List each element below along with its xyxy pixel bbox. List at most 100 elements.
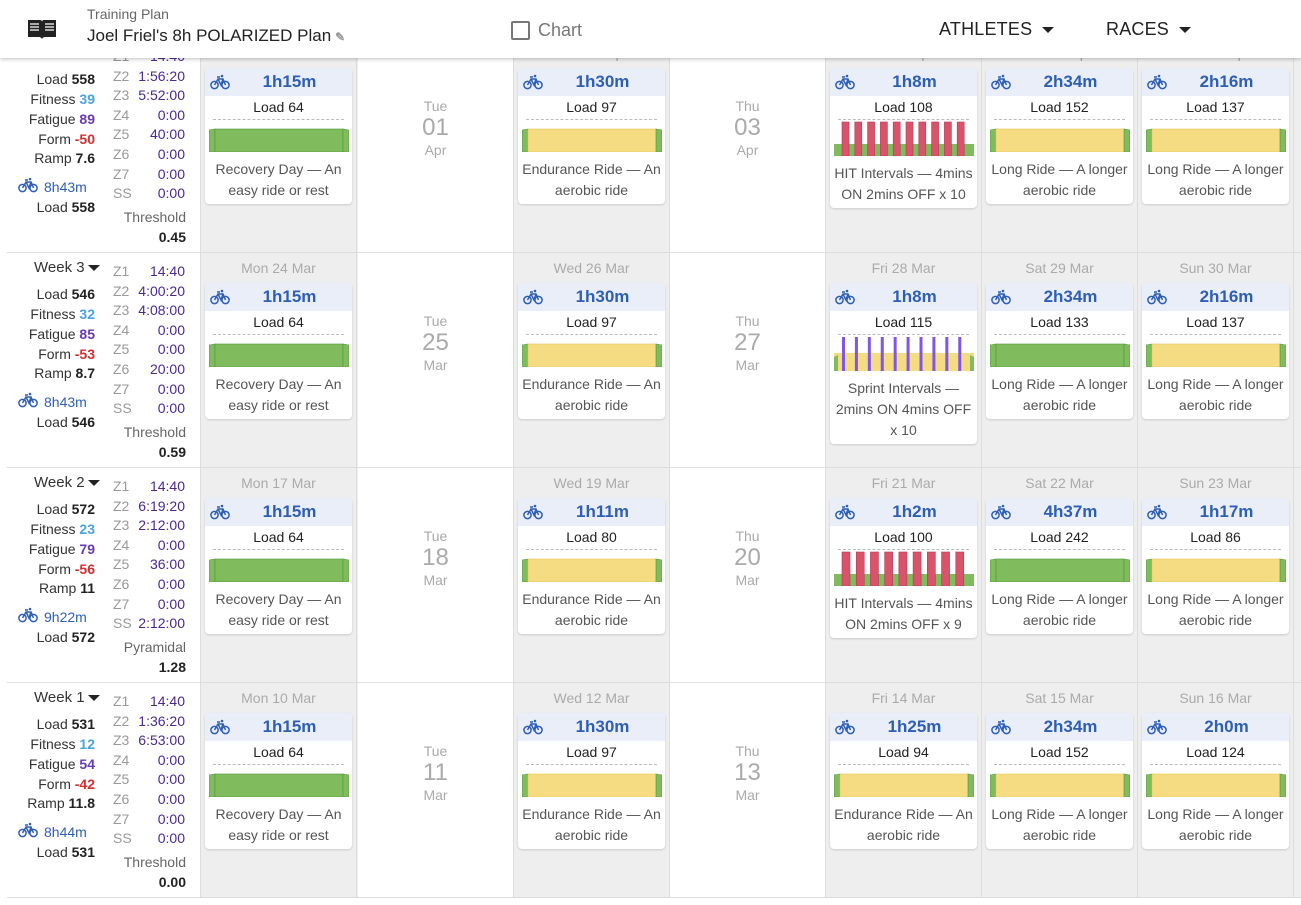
workout-load: Load 97 — [566, 744, 617, 760]
workout-card[interactable]: 1h11m Load 80 Endurance Ride — An aerobic… — [518, 498, 665, 634]
zone-time: 14:40 — [149, 263, 185, 279]
chart-checkbox[interactable] — [511, 21, 530, 40]
workout-duration: 1h2m — [892, 502, 937, 521]
day-cell[interactable]: Thu 13 Mar — [670, 683, 826, 897]
workout-duration: 2h34m — [1043, 287, 1098, 306]
workout-card[interactable]: 1h25m Load 94 Endurance Ride — An aerobic… — [830, 713, 977, 849]
day-cell[interactable]: Mon 10 Mar 1h15m Load 64 Recovery Day — An… — [201, 683, 357, 897]
day-cell[interactable]: Thu 20 Mar — [670, 468, 826, 682]
pencil-icon[interactable]: ✎ — [335, 30, 346, 44]
workout-description: Endurance Ride — An aerobic ride — [522, 806, 661, 843]
workout-description: Endurance Ride — An aerobic ride — [522, 376, 661, 413]
workout-card[interactable]: 1h30m Load 97 Endurance Ride — An aerobic… — [518, 713, 665, 849]
workout-load: Load 115 — [874, 314, 933, 330]
workout-profile — [989, 771, 1131, 798]
day-of-week: Tue — [423, 528, 448, 544]
stat-load-value: 546 — [71, 286, 95, 302]
chart-toggle[interactable]: Chart — [511, 20, 582, 41]
workout-header: 1h30m — [518, 713, 665, 741]
top-bar: Training Plan Joel Friel's 8h POLARIZED … — [0, 0, 1301, 58]
zone-row: Z7 0:00 — [113, 596, 185, 612]
workout-description: Long Ride — A longer aerobic ride — [991, 376, 1128, 413]
bike-total: 8h43m — [18, 177, 87, 196]
races-menu-button[interactable]: RACES — [1106, 19, 1192, 40]
day-cell[interactable]: Sat 05 Apr2h34mLoad 152 Long Ride — A lo… — [982, 38, 1138, 252]
workout-load: Load 64 — [253, 744, 304, 760]
athletes-menu-button[interactable]: ATHLETES — [939, 19, 1055, 40]
day-date: Sun 16 Mar — [1179, 690, 1252, 706]
workout-card[interactable]: 2h34m Load 133 Long Ride — A longer aerob… — [986, 283, 1133, 419]
day-cell[interactable]: Tue 01 Apr — [358, 38, 514, 252]
zone-key: Z5 — [113, 771, 130, 788]
bike-icon — [18, 607, 38, 626]
workout-profile — [208, 341, 350, 368]
day-cell[interactable]: Tue 18 Mar — [358, 468, 514, 682]
workout-card[interactable]: 1h17m Load 86 Long Ride — A longer aerobi… — [1142, 498, 1289, 634]
workout-card[interactable]: 2h34m Load 152 Long Ride — A longer aerob… — [986, 713, 1133, 849]
day-cell[interactable]: Sun 06 Apr2h16mLoad 137 Long Ride — A lo… — [1138, 38, 1294, 252]
workout-card[interactable]: 1h15m Load 64 Recovery Day — An easy ride… — [205, 68, 352, 204]
day-cell[interactable]: Sat 29 Mar 2h34m Load 133 Long Ride — A lo… — [982, 253, 1138, 467]
workout-profile — [989, 556, 1131, 583]
workout-card[interactable]: 1h15m Load 64 Recovery Day — An easy ride… — [205, 283, 352, 419]
week-summary: Week 3 Load 546 Fitness 32 Fatigue 85 Form -… — [7, 253, 201, 467]
day-cell[interactable]: Thu 27 Mar — [670, 253, 826, 467]
workout-card[interactable]: 1h30m Load 97 Endurance Ride — An aerobic… — [518, 283, 665, 419]
workout-card[interactable]: 4h37m Load 242 Long Ride — A longer aerob… — [986, 498, 1133, 634]
workout-card[interactable]: 1h8m Load 115 Sprint Intervals — 2mins ON … — [830, 283, 977, 444]
day-cell[interactable]: Wed 12 Mar 1h30m Load 97 Endurance Ride — … — [514, 683, 670, 897]
stat-form: Form -50 — [38, 131, 95, 147]
day-cell[interactable]: Mon 24 Mar 1h15m Load 64 Recovery Day — An… — [201, 253, 357, 467]
plan-title[interactable]: Joel Friel's 8h POLARIZED Plan ✎ — [87, 26, 347, 46]
workout-card[interactable]: 2h34m Load 152 Long Ride — A longer aerob… — [986, 68, 1133, 204]
week-menu[interactable]: Week 3 — [34, 259, 100, 276]
day-month: Apr — [736, 142, 759, 158]
day-cell[interactable]: Wed 26 Mar 1h30m Load 97 Endurance Ride — … — [514, 253, 670, 467]
athletes-label: ATHLETES — [939, 19, 1033, 39]
workout-card[interactable]: 1h8m Load 108 HIT Intervals — 4mins ON 2mi… — [830, 68, 977, 208]
zone-key: Z4 — [113, 106, 130, 123]
zone-key: Z1 — [113, 693, 130, 709]
day-cell[interactable]: Sat 22 Mar 4h37m Load 242 Long Ride — A lo… — [982, 468, 1138, 682]
day-cell[interactable]: Fri 21 Mar 1h2m Load 100 HIT Intervals — 4m… — [826, 468, 982, 682]
stat-ramp-value: 8.7 — [75, 365, 95, 381]
zone-row: Z4 0:00 — [113, 752, 185, 768]
zone-key: SS — [113, 615, 132, 632]
day-cell[interactable]: Fri 28 Mar 1h8m Load 115 Sprint Intervals —… — [826, 253, 982, 467]
workout-card[interactable]: 2h0m Load 124 Long Ride — A longer aerobi… — [1142, 713, 1289, 849]
workout-card[interactable]: 1h15m Load 64 Recovery Day — An easy ride… — [205, 498, 352, 634]
day-cell[interactable]: Thu 03 Apr — [670, 38, 826, 252]
day-cell[interactable]: Tue 25 Mar — [358, 253, 514, 467]
book-icon[interactable] — [26, 17, 58, 41]
bike-icon — [18, 177, 38, 196]
workout-profile — [1145, 126, 1287, 153]
empty-day-date: Tue 25 Mar — [358, 313, 513, 373]
bike-icon — [991, 719, 1011, 735]
zone-key: Z5 — [113, 556, 130, 573]
day-cell[interactable]: Mon 17 Mar 1h15m Load 64 Recovery Day — An… — [201, 468, 357, 682]
bike-load-value: 546 — [71, 414, 95, 430]
workout-card[interactable]: 2h16m Load 137 Long Ride — A longer aerob… — [1142, 68, 1289, 204]
distribution-type: Threshold — [123, 854, 186, 870]
day-cell[interactable]: Wed 19 Mar 1h11m Load 80 Endurance Ride — … — [514, 468, 670, 682]
week-menu[interactable]: Week 1 — [34, 689, 100, 706]
day-cell[interactable]: Tue 11 Mar — [358, 683, 514, 897]
stat-fitness: Fitness 23 — [30, 521, 95, 537]
workout-description: Long Ride — A longer aerobic ride — [1147, 161, 1284, 198]
distribution-value: 0.00 — [158, 874, 186, 890]
workout-card[interactable]: 1h30m Load 97 Endurance Ride — An aerobic… — [518, 68, 665, 204]
workout-card[interactable]: 2h16m Load 137 Long Ride — A longer aerob… — [1142, 283, 1289, 419]
week-menu[interactable]: Week 2 — [34, 474, 100, 491]
workout-card[interactable]: 1h2m Load 100 HIT Intervals — 4mins ON 2mi… — [830, 498, 977, 638]
workout-card[interactable]: 1h15m Load 64 Recovery Day — An easy ride… — [205, 713, 352, 849]
day-cell[interactable]: Fri 14 Mar 1h25m Load 94 Endurance Ride — … — [826, 683, 982, 897]
day-cell[interactable]: Sun 30 Mar 2h16m Load 137 Long Ride — A lo… — [1138, 253, 1294, 467]
bike-icon — [991, 74, 1011, 90]
divider — [526, 764, 657, 765]
day-cell[interactable]: Sun 23 Mar 1h17m Load 86 Long Ride — A lon… — [1138, 468, 1294, 682]
day-cell[interactable]: Sat 15 Mar 2h34m Load 152 Long Ride — A lo… — [982, 683, 1138, 897]
day-cell[interactable]: Sun 16 Mar 2h0m Load 124 Long Ride — A lon… — [1138, 683, 1294, 897]
